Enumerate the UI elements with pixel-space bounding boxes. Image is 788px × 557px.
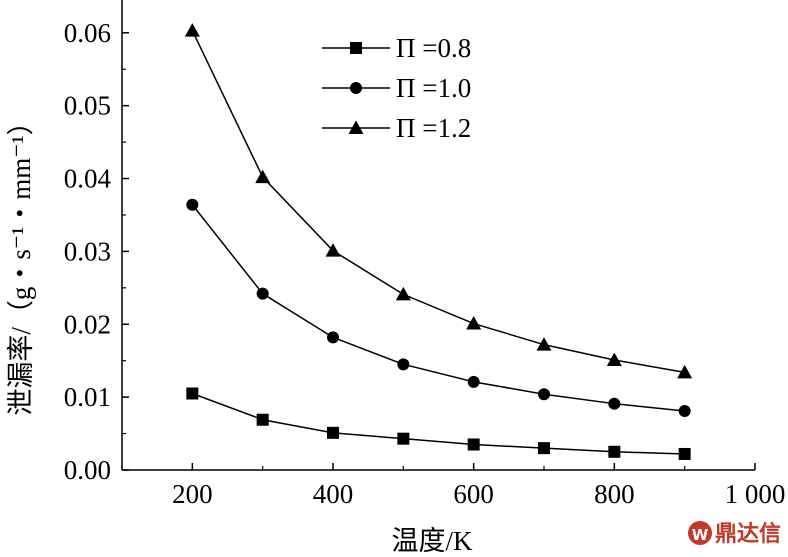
legend: Π =0.8 Π =1.0 Π =1.2 bbox=[322, 33, 471, 143]
data-point bbox=[466, 316, 482, 330]
x-tick-label: 600 bbox=[453, 479, 494, 509]
data-point bbox=[256, 413, 269, 426]
data-point bbox=[538, 442, 550, 455]
series-line bbox=[192, 392, 685, 455]
legend-marker bbox=[350, 42, 362, 54]
watermark-logo: W 鼎达信 bbox=[688, 521, 781, 547]
data-point bbox=[606, 352, 622, 366]
y-ticks: 0.00 0.01 0.02 0.03 0.04 0.05 0.06 bbox=[64, 18, 129, 485]
axes bbox=[121, 0, 755, 471]
legend-marker bbox=[350, 82, 362, 94]
legend-label: Π =1.2 bbox=[396, 113, 471, 143]
data-point bbox=[678, 404, 691, 417]
x-tick-label: 400 bbox=[313, 479, 354, 509]
data-point bbox=[536, 337, 552, 351]
data-point bbox=[256, 287, 269, 300]
legend-item: Π =0.8 bbox=[322, 33, 471, 63]
series-layer bbox=[184, 23, 693, 460]
data-point bbox=[467, 438, 480, 451]
x-tick-label: 200 bbox=[172, 479, 213, 509]
series-line bbox=[191, 204, 685, 412]
legend-label: Π =0.8 bbox=[396, 33, 471, 63]
legend-item: Π =1.0 bbox=[322, 73, 471, 103]
y-axis-label: 泄漏率/（g・s⁻¹・mm⁻¹） bbox=[6, 108, 36, 415]
data-point bbox=[677, 364, 693, 379]
watermark-text: 鼎达信 bbox=[715, 521, 781, 547]
y-tick-label: 0.06 bbox=[64, 18, 111, 48]
legend-label: Π =1.0 bbox=[396, 73, 471, 103]
series-1 bbox=[186, 387, 691, 460]
data-point bbox=[327, 331, 339, 344]
x-ticks: 200 400 600 800 1 000 bbox=[121, 463, 786, 509]
x-tick-label: 800 bbox=[594, 479, 635, 509]
y-tick-label: 0.02 bbox=[64, 309, 111, 339]
data-point bbox=[255, 169, 271, 184]
x-axis-label: 温度/K bbox=[392, 526, 474, 556]
data-point bbox=[397, 432, 410, 445]
data-point bbox=[678, 447, 691, 460]
legend-marker bbox=[348, 120, 364, 134]
y-tick-label: 0.01 bbox=[64, 382, 111, 412]
legend-item: Π =1.2 bbox=[322, 113, 471, 143]
data-point bbox=[538, 388, 550, 401]
data-point bbox=[184, 23, 200, 37]
data-point bbox=[327, 426, 339, 439]
series-2 bbox=[186, 198, 691, 417]
y-tick-label: 0.03 bbox=[64, 236, 111, 266]
data-point bbox=[186, 198, 199, 211]
series-line bbox=[191, 30, 685, 374]
watermark-logo-glyph: W bbox=[692, 526, 709, 544]
data-point bbox=[467, 375, 480, 388]
y-tick-label: 0.05 bbox=[64, 91, 111, 121]
data-point bbox=[608, 397, 621, 410]
y-tick-label: 0.04 bbox=[64, 164, 112, 194]
data-point bbox=[395, 286, 411, 301]
y-tick-label: 0.00 bbox=[64, 455, 111, 485]
series-3 bbox=[184, 23, 693, 379]
data-point bbox=[325, 243, 341, 257]
watermark-logo-icon bbox=[688, 521, 712, 545]
data-point bbox=[608, 445, 621, 458]
data-point bbox=[186, 387, 199, 400]
data-point bbox=[397, 358, 410, 371]
x-tick-label: 1 000 bbox=[725, 479, 786, 509]
